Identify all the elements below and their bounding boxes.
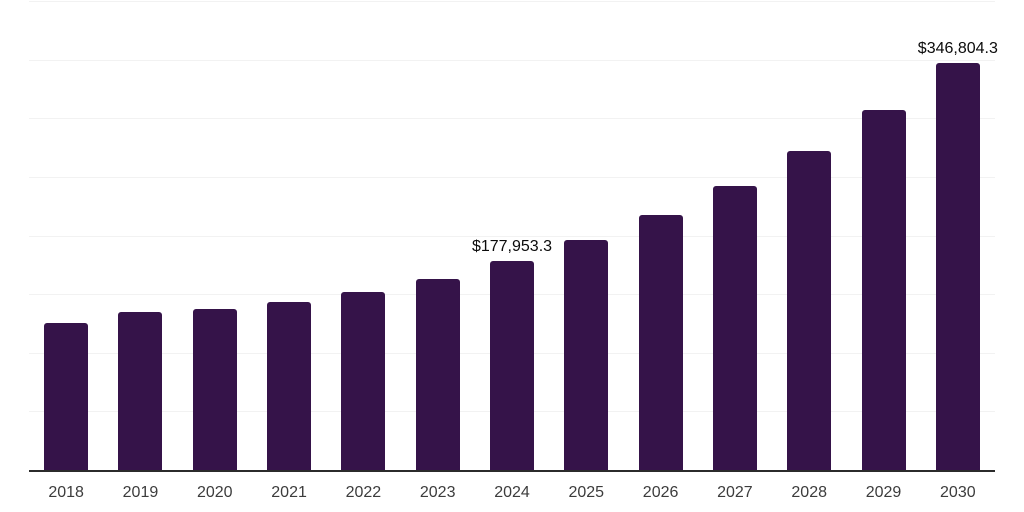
x-tick-2025: 2025 [568, 484, 605, 501]
x-tick-2024: 2024 [494, 484, 530, 501]
bar-2019 [118, 311, 163, 470]
bar-2026 [638, 214, 683, 470]
gridline [29, 59, 995, 61]
bar-2020 [192, 309, 237, 470]
x-tick-2030: 2030 [940, 484, 976, 501]
x-tick-2029: 2029 [865, 484, 902, 501]
bar-2021 [267, 301, 312, 470]
plot-area: $177,953.3 $346,804.3 [29, 1, 998, 472]
bar-2023 [415, 278, 460, 470]
bar-2028 [787, 150, 832, 470]
data-label-2024: $177,953.3 [471, 238, 553, 256]
gridline [29, 118, 995, 120]
x-tick-2020: 2020 [196, 484, 233, 501]
bar-2025 [564, 239, 609, 470]
x-axis: 2018 2019 2020 2021 2022 2023 2024 2025 2026 2027… [29, 483, 995, 505]
bar-2018 [44, 322, 89, 470]
x-tick-2021: 2021 [271, 484, 307, 501]
data-label-2030: $346,804.3 [917, 40, 998, 58]
bar-2022 [341, 292, 386, 470]
gridline [29, 176, 995, 178]
bar-2027 [712, 185, 757, 470]
x-tick-2026: 2026 [642, 484, 679, 501]
gridline [29, 1, 995, 2]
bar-2030 [935, 63, 980, 470]
x-tick-2023: 2023 [419, 484, 456, 501]
x-tick-2019: 2019 [122, 484, 159, 501]
x-tick-2028: 2028 [791, 484, 827, 501]
x-tick-2018: 2018 [48, 484, 84, 501]
x-tick-2027: 2027 [717, 484, 753, 501]
bar-2024 [490, 261, 534, 470]
bar-2029 [861, 109, 906, 470]
gridline [29, 235, 995, 237]
x-tick-2022: 2022 [345, 484, 382, 501]
